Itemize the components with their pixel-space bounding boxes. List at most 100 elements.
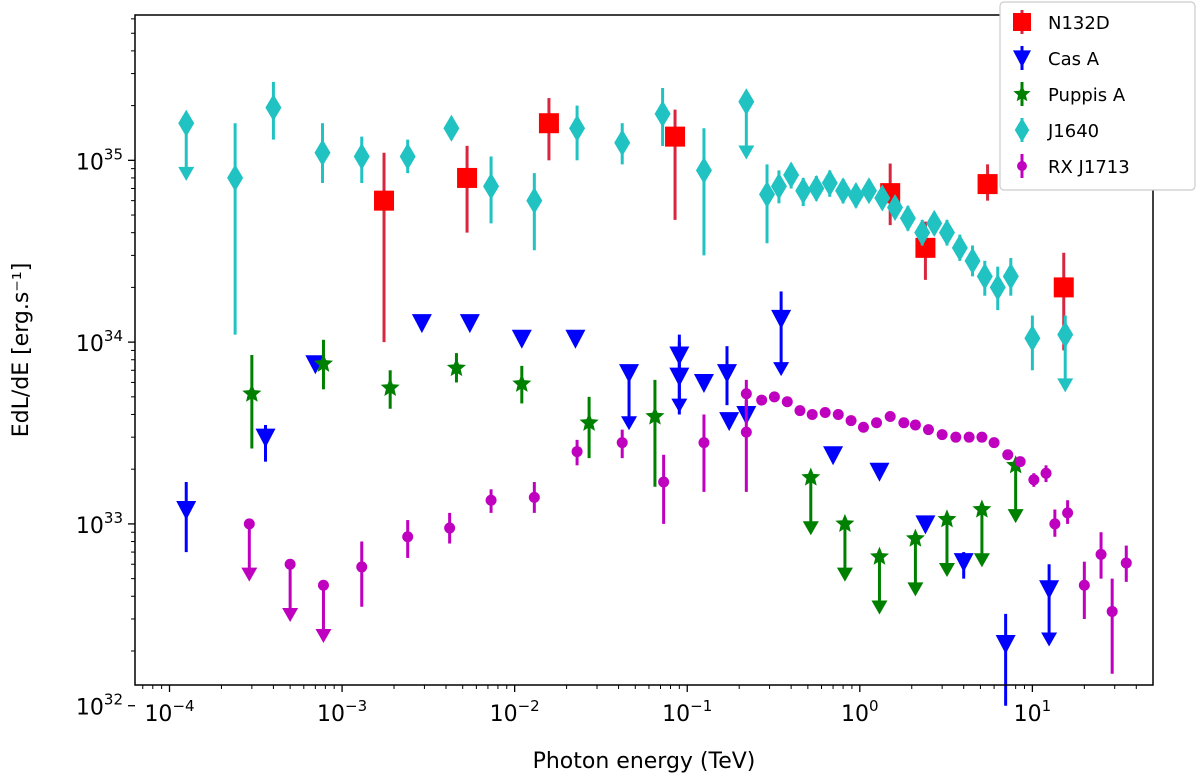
data-point [645,406,665,425]
data-point [616,437,628,449]
upper-limit-arrowhead [938,563,955,578]
data-point [936,429,948,441]
data-point [1120,557,1132,569]
data-point [870,546,889,565]
data-point [305,355,326,375]
data-point [835,513,855,532]
x-tick-label: 100 [841,697,879,727]
data-point [899,204,916,232]
data-point [989,273,1006,301]
legend-marker [1013,85,1031,102]
data-point [265,94,282,122]
data-point [951,234,968,262]
legend-marker [1013,13,1031,31]
data-point [669,367,690,387]
data-point [1028,474,1040,486]
upper-limit-arrowhead [621,416,638,431]
data-point [511,329,532,349]
data-point [964,247,981,275]
data-point [411,314,432,334]
data-point [526,187,543,215]
data-point [847,182,864,210]
upper-limit-arrowhead [1057,378,1074,393]
data-point [808,174,825,202]
data-point [695,156,712,184]
data-point [770,172,787,200]
data-point [443,114,460,142]
data-point [1002,449,1014,461]
data-point [512,373,532,392]
legend-label: N132D [1048,13,1110,34]
data-point [1049,518,1061,530]
data-point [740,388,752,400]
upper-limit-arrowhead [1041,632,1058,647]
y-axis-label: EdL/dE [erg.s⁻¹] [9,263,34,438]
data-point [444,522,456,534]
data-point [654,100,671,128]
x-tick-label: 10−3 [317,697,367,727]
data-point [619,364,640,384]
data-point [1053,277,1074,298]
data-point [794,405,806,417]
data-point [871,417,883,429]
upper-limit-arrowhead [282,607,299,622]
data-point [314,139,331,167]
data-point [783,161,800,189]
x-tick-label: 10−4 [144,697,194,727]
data-point [614,129,631,157]
data-point [242,383,262,402]
y-tick-label: 1032 [76,691,123,721]
y-tick-label: 1034 [76,327,123,357]
upper-limit-arrowhead [907,582,924,597]
legend-marker [1013,50,1031,68]
series-j1640 [178,81,1074,393]
legend-marker [1014,117,1030,143]
data-point [819,407,831,419]
series-cas-a [176,291,1060,706]
upper-limit-arrowhead [178,166,195,181]
data-point [528,491,540,503]
data-point [972,499,992,518]
data-point [938,219,955,247]
data-point [914,219,931,247]
data-point [806,408,818,420]
data-point [795,177,812,205]
upper-limit-arrowhead [802,521,819,536]
upper-limit-arrowhead [871,600,888,615]
data-point [869,462,890,482]
data-point [243,518,255,530]
data-point [1040,467,1052,479]
legend-box [999,1,1196,191]
data-point [399,142,416,170]
data-point [922,424,934,436]
legend-item: Puppis A [1013,82,1126,106]
data-point [821,169,838,197]
data-point [658,476,670,488]
data-point [835,177,852,205]
data-point [756,394,768,406]
data-point [538,113,559,134]
legend-label: Cas A [1048,49,1100,70]
data-point [845,415,857,427]
data-point [579,412,599,431]
data-point [926,209,943,237]
data-point [1057,321,1074,349]
data-point [284,558,296,570]
upper-limit-arrowhead [1007,509,1024,524]
legend: N132D Cas A Puppis A J1640 RX J1713 [999,1,1196,191]
series-puppis-a [242,339,1026,615]
legend-label: Puppis A [1048,85,1126,106]
data-point [1024,324,1041,352]
data-point [759,180,776,208]
data-point [457,167,478,188]
data-point [227,164,244,192]
data-point [781,396,793,408]
data-point [1095,548,1107,560]
data-point [874,184,891,212]
data-point [446,358,466,377]
data-point [857,421,869,433]
data-point [317,579,329,591]
data-point [459,314,480,334]
data-point [905,528,925,547]
